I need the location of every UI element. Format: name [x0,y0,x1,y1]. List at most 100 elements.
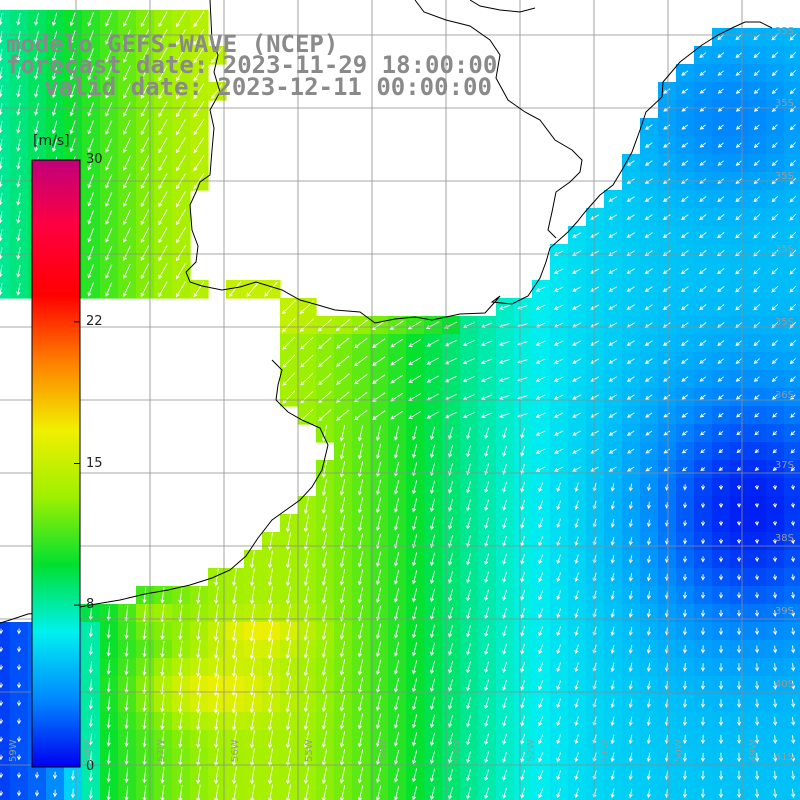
wind-arrow [339,425,346,442]
wind-arrow [411,516,418,531]
wind-arrow [718,467,724,471]
wind-arrow [124,695,129,712]
wind-arrow [228,281,242,298]
wind-arrow [87,48,94,63]
wind-arrow [285,514,292,533]
wind-arrow [520,787,526,799]
wind-arrow [339,587,346,604]
wind-speed-cell [0,226,11,245]
wind-arrow [772,609,778,617]
wind-arrow [462,358,475,365]
wind-arrow [140,65,150,82]
wind-arrow [466,769,472,782]
wind-speed-cell [0,28,11,47]
wind-arrow [214,730,219,749]
wind-arrow [791,716,796,726]
wind-arrow [142,641,147,658]
wind-arrow [735,124,742,130]
wind-arrow [303,514,310,533]
wind-arrow [753,285,761,293]
wind-arrow [232,586,237,605]
wind-arrow [662,232,671,238]
wind-arrow [300,336,314,350]
wind-arrow [789,69,797,77]
wind-arrow [336,355,350,367]
wind-arrow [754,412,760,418]
wind-arrow [393,713,400,729]
wind-arrow [538,662,544,673]
wind-speed-cell [784,100,800,119]
wind-arrow [789,159,796,167]
wind-arrow [88,751,93,764]
wind-arrow [88,697,93,710]
wind-arrow [574,698,579,709]
wind-arrow [646,680,651,691]
wind-arrow [520,661,526,673]
longitude-label: 49W [748,739,759,762]
wind-arrow [267,766,273,785]
wind-arrow [411,426,418,441]
wind-speed-cell [784,748,800,767]
wind-speed-field [0,10,800,800]
wind-arrow [610,518,615,528]
wind-arrow [627,448,635,454]
wind-arrow [357,785,364,800]
wind-arrow [142,749,147,766]
wind-arrow [0,49,3,62]
wind-arrow [502,607,508,619]
wind-arrow [375,497,382,514]
wind-arrow [357,497,364,514]
wind-speed-cell [0,748,11,767]
wind-arrow [339,677,346,694]
wind-arrow [123,191,131,207]
wind-arrow [502,571,508,583]
wind-arrow [321,640,328,659]
wind-arrow [300,372,314,386]
wind-arrow [285,730,292,749]
wind-arrow [718,627,724,636]
wind-arrow [718,484,724,491]
wind-speed-cell [784,298,800,317]
wind-arrow [590,232,600,238]
wind-arrow [484,481,490,494]
wind-arrow [608,448,617,454]
wind-arrow [408,411,422,419]
wind-arrow [717,196,725,203]
wind-arrow [610,644,615,655]
wind-arrow [771,52,779,59]
wind-arrow [321,658,328,677]
wind-speed-cell [0,676,11,695]
wind-arrow [34,84,39,99]
wind-arrow [754,394,760,400]
wind-arrow [698,250,707,257]
wind-arrow [303,658,310,677]
wind-arrow [16,790,22,797]
wind-arrow [196,586,201,605]
wind-arrow [662,268,671,275]
wind-arrow [520,607,526,619]
wind-arrow [574,662,579,673]
wind-arrow [158,11,168,28]
wind-arrow [87,120,94,135]
wind-speed-cell [0,622,11,641]
wind-speed-cell [0,280,11,299]
wind-arrow [718,574,724,581]
wind-arrow [69,12,76,27]
wind-arrow [411,498,418,513]
wind-arrow [16,646,22,653]
wind-arrow [0,121,3,134]
wind-arrow [375,515,382,532]
wind-arrow [538,680,544,691]
wind-arrow [484,643,490,656]
wind-arrow [411,624,418,639]
wind-arrow [502,427,508,439]
wind-arrow [105,227,113,243]
wind-arrow [176,29,186,46]
wind-speed-cell [784,658,800,677]
wind-arrow [393,605,400,621]
wind-arrow [411,570,418,585]
wind-arrow [626,196,635,202]
wind-arrow [69,84,76,99]
color-scale-tick-label: 15 [86,455,103,471]
